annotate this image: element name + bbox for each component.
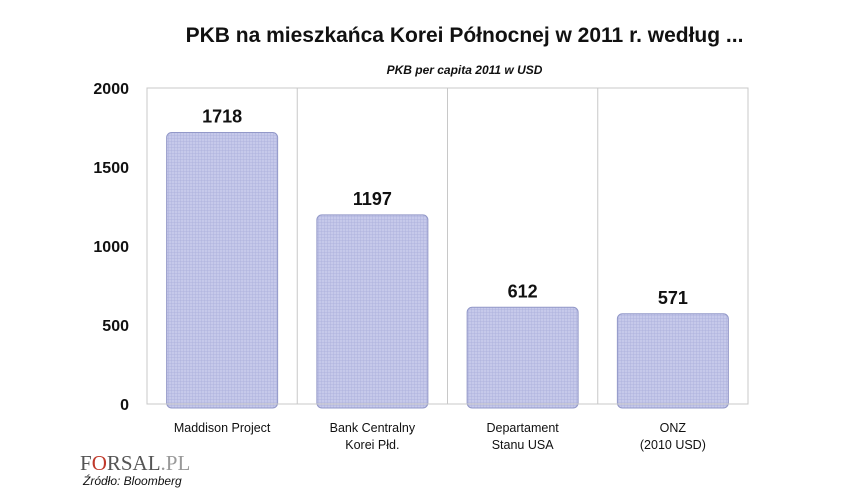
data-label: 1718 (202, 107, 242, 127)
chart-subtitle: PKB per capita 2011 w USD (386, 63, 543, 77)
y-tick-label: 1000 (93, 239, 129, 256)
x-tick-label: Maddison Project (174, 421, 271, 435)
bar (316, 214, 429, 409)
data-label: 1197 (353, 189, 392, 209)
data-label: 571 (658, 288, 688, 308)
x-tick-label: Bank Centralny (330, 421, 416, 435)
chart-title: PKB na mieszkańca Korei Północnej w 2011… (185, 24, 744, 47)
x-tick-label: (2010 USD) (640, 438, 706, 452)
source-note: Źródło: Bloomberg (83, 474, 182, 488)
y-tick-label: 0 (120, 397, 129, 414)
x-tick-label: ONZ (660, 421, 687, 435)
y-tick-label: 500 (102, 318, 129, 335)
x-tick-label: Stanu USA (492, 438, 555, 452)
forsal-logo: FORSAL.PL (80, 451, 191, 475)
y-tick-label: 2000 (93, 81, 129, 98)
x-tick-label: Departament (486, 421, 559, 435)
x-tick-label: Korei Płd. (345, 438, 399, 452)
y-tick-label: 1500 (93, 160, 129, 177)
bar (166, 132, 279, 409)
bar (616, 313, 729, 409)
bar (466, 306, 579, 409)
data-label: 612 (508, 281, 538, 301)
